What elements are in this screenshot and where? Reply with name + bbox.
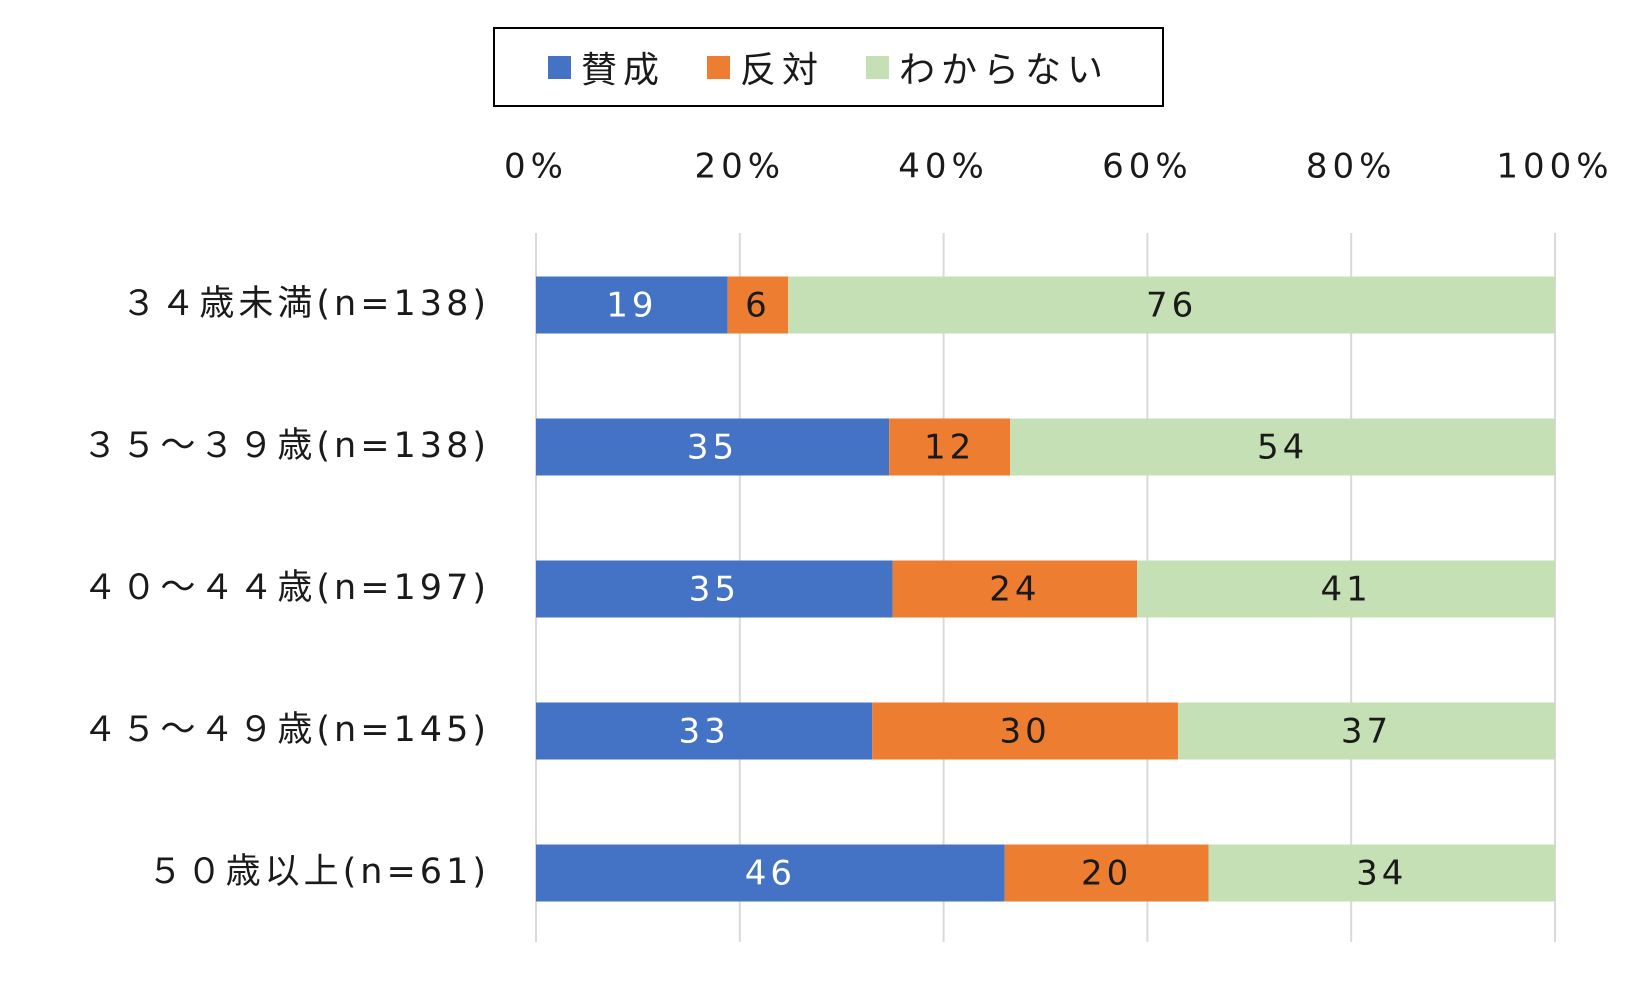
legend-item-agree: 賛成 bbox=[547, 41, 665, 93]
bar-0-0 bbox=[536, 276, 728, 334]
legend-label-unknown: わからない bbox=[899, 50, 1110, 91]
data-label-2-1: 54 bbox=[1257, 428, 1308, 468]
bar-2-2 bbox=[1137, 560, 1555, 618]
data-label-0-3: 33 bbox=[679, 712, 730, 752]
bar-0-4 bbox=[536, 844, 1005, 902]
legend-swatch-unknown bbox=[866, 55, 889, 79]
data-label-2-0: 76 bbox=[1146, 286, 1197, 326]
bar-0-2 bbox=[536, 560, 893, 618]
bar-1-3 bbox=[872, 702, 1178, 760]
data-label-1-3: 30 bbox=[999, 712, 1050, 752]
category-label-3: ４５～４９歳(n=145) bbox=[82, 710, 490, 750]
bar-2-3 bbox=[1177, 702, 1555, 760]
data-label-1-1: 12 bbox=[924, 428, 975, 468]
category-label-2: ４０～４４歳(n=197) bbox=[82, 568, 490, 608]
bar-1-1 bbox=[889, 418, 1011, 476]
category-label-0: ３４歳未満(n=138) bbox=[121, 284, 490, 324]
legend-label-agree: 賛成 bbox=[580, 50, 665, 91]
bar-0-3 bbox=[536, 702, 873, 760]
x-tick-label-3: 60% bbox=[1102, 147, 1193, 187]
bar-1-0 bbox=[727, 276, 789, 334]
bar-2-0 bbox=[788, 276, 1555, 334]
category-label-4: ５０歳以上(n=61) bbox=[148, 852, 490, 892]
bar-2-4 bbox=[1208, 844, 1555, 902]
bar-0-1 bbox=[536, 418, 890, 476]
legend-swatch-disagree bbox=[706, 55, 730, 79]
bar-1-2 bbox=[892, 560, 1138, 618]
x-tick-label-5: 100% bbox=[1496, 147, 1613, 187]
data-label-2-4: 34 bbox=[1356, 854, 1407, 894]
category-labels: ３４歳未満(n=138) ３５～３９歳(n=138) ４０～４４歳(n=197) ４５… bbox=[82, 284, 490, 892]
legend-label-disagree: 反対 bbox=[739, 50, 824, 91]
bars bbox=[536, 276, 1555, 902]
x-tick-label-1: 20% bbox=[695, 147, 786, 187]
category-label-1: ３５～３９歳(n=138) bbox=[82, 426, 490, 466]
chart-legend: 賛成 反対 わからない bbox=[493, 27, 1164, 107]
data-label-0-0: 19 bbox=[606, 286, 657, 326]
x-tick-label-4: 80% bbox=[1306, 147, 1397, 187]
legend-swatch-agree bbox=[547, 55, 571, 79]
bar-2-1 bbox=[1010, 418, 1555, 476]
legend-item-unknown: わからない bbox=[866, 41, 1109, 93]
bar-1-4 bbox=[1004, 844, 1209, 902]
x-tick-label-2: 40% bbox=[898, 147, 989, 187]
data-label-1-0: 6 bbox=[745, 286, 771, 326]
data-label-0-2: 35 bbox=[689, 570, 740, 610]
data-label-1-2: 24 bbox=[989, 570, 1040, 610]
legend-item-disagree: 反対 bbox=[706, 41, 824, 93]
data-labels: 19 6 76 35 12 54 35 24 41 33 30 37 46 20 34 bbox=[606, 286, 1407, 894]
data-label-1-4: 20 bbox=[1081, 854, 1132, 894]
data-label-0-4: 46 bbox=[745, 854, 796, 894]
x-axis-ticks: 0% 20% 40% 60% 80% 100% bbox=[504, 147, 1613, 187]
x-tick-label-0: 0% bbox=[504, 147, 568, 187]
data-label-2-2: 41 bbox=[1320, 570, 1371, 610]
data-label-2-3: 37 bbox=[1341, 712, 1392, 752]
data-label-0-1: 35 bbox=[687, 428, 738, 468]
